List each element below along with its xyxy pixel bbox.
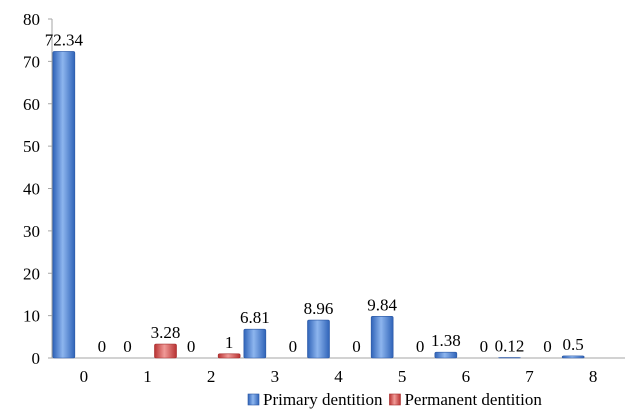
data-label-permanent: 0 xyxy=(480,337,489,356)
data-label-primary: 72.34 xyxy=(45,30,84,49)
data-label-primary: 0 xyxy=(187,337,196,356)
data-label-permanent: 1 xyxy=(225,333,234,352)
data-label-primary: 8.96 xyxy=(304,299,334,318)
legend-label-primary: Primary dentition xyxy=(263,390,383,409)
bar-primary-dentition xyxy=(561,355,585,359)
data-label-primary: 9.84 xyxy=(367,295,397,314)
y-tick-label: 10 xyxy=(23,307,40,326)
bar-permanent-dentition xyxy=(154,343,177,359)
data-label-permanent: 0 xyxy=(98,337,107,356)
bar-primary-dentition xyxy=(307,319,330,359)
bar-primary-dentition xyxy=(243,328,267,359)
data-label-primary: 0 xyxy=(123,337,132,356)
y-axis: 0 10 20 30 40 50 60 70 80 xyxy=(23,10,53,368)
data-label-primary: 0.5 xyxy=(563,335,584,354)
y-tick-label: 70 xyxy=(23,52,40,71)
bars xyxy=(52,51,585,359)
y-tick-label: 60 xyxy=(23,95,40,114)
y-tick-label: 50 xyxy=(23,137,40,156)
legend: Primary dentition Permanent dentition xyxy=(247,390,542,409)
data-label-permanent: 0 xyxy=(543,337,552,356)
data-label-primary: 0.12 xyxy=(495,336,525,355)
x-axis: 0 1 2 3 4 5 6 7 8 xyxy=(52,357,625,386)
data-label-permanent: 0 xyxy=(289,337,298,356)
x-tick-label: 6 xyxy=(462,367,471,386)
x-tick-label: 1 xyxy=(143,367,152,386)
bar-primary-dentition xyxy=(52,51,76,359)
legend-swatch-permanent xyxy=(389,393,401,406)
y-tick-label: 40 xyxy=(23,180,40,199)
data-label-permanent: 0 xyxy=(416,337,425,356)
x-tick-label: 4 xyxy=(334,367,343,386)
x-tick-label: 0 xyxy=(80,367,89,386)
legend-label-permanent: Permanent dentition xyxy=(404,390,542,409)
bar-primary-dentition xyxy=(498,357,521,359)
legend-swatch-primary xyxy=(247,393,260,406)
y-tick-label: 20 xyxy=(23,264,40,283)
y-tick-label: 0 xyxy=(32,349,41,368)
data-label-primary: 6.81 xyxy=(240,308,270,327)
y-tick-label: 80 xyxy=(23,10,40,29)
data-label-permanent: 0 xyxy=(352,337,361,356)
x-tick-label: 7 xyxy=(525,367,534,386)
bar-primary-dentition xyxy=(434,351,458,359)
x-tick-label: 8 xyxy=(589,367,598,386)
data-label-primary: 1.38 xyxy=(431,331,461,350)
bar-permanent-dentition xyxy=(217,353,241,359)
bar-primary-dentition xyxy=(370,316,394,359)
x-tick-label: 5 xyxy=(398,367,407,386)
x-tick-label: 2 xyxy=(207,367,216,386)
data-labels: 72.340 06.81 8.96 9.841.38 0.12 0.503.281 0 0 0 0… xyxy=(45,30,584,356)
x-tick-label: 3 xyxy=(271,367,280,386)
y-tick-label: 30 xyxy=(23,222,40,241)
data-label-permanent: 3.28 xyxy=(151,323,181,342)
